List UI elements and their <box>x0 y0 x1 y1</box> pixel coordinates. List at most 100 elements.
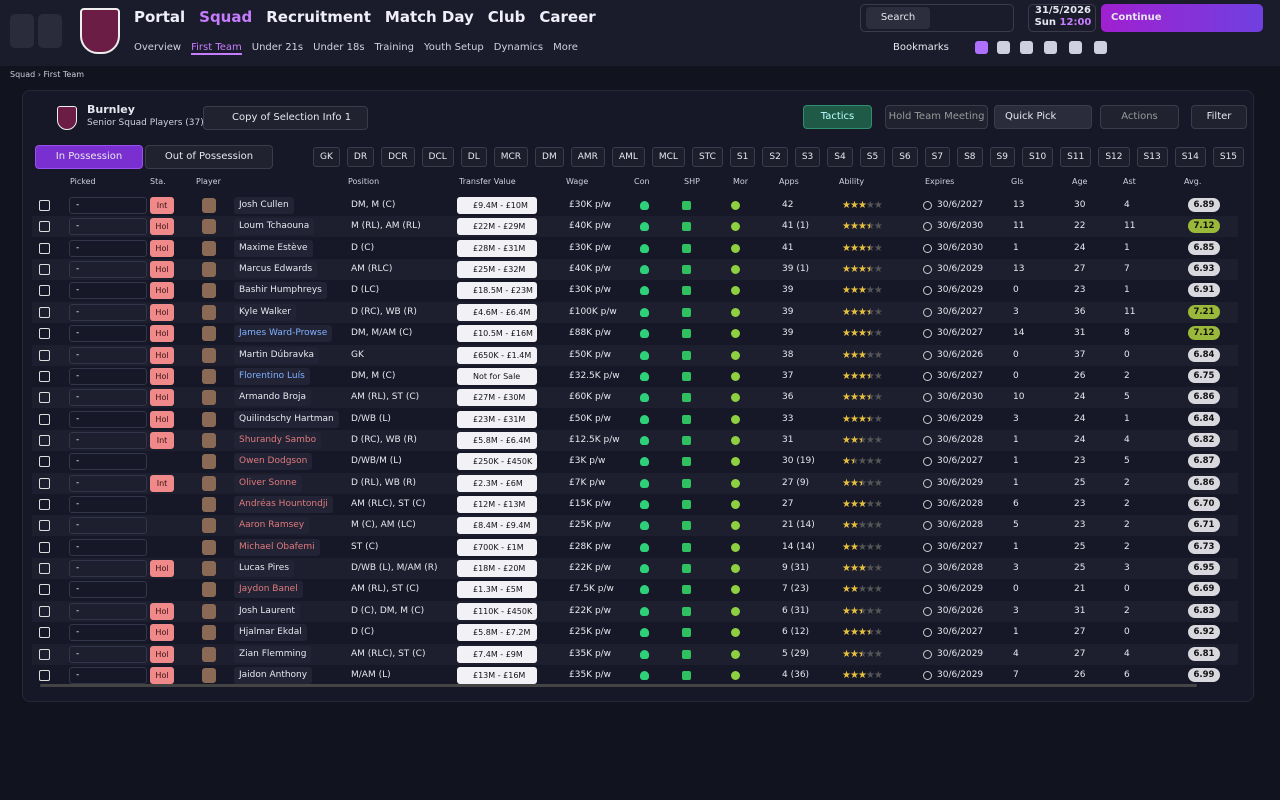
picked-select[interactable]: - <box>69 645 147 663</box>
player-name[interactable]: Michael Obafemi <box>234 538 320 556</box>
position-filter[interactable]: S10 <box>1022 147 1054 167</box>
icon[interactable] <box>975 41 988 54</box>
picked-select[interactable]: - <box>69 624 147 642</box>
player-row[interactable]: - Hol Hjalmar Ekdal D (C) £5.8M - £7.2M £25K … <box>32 622 1238 643</box>
column-header[interactable]: Age <box>1072 177 1088 186</box>
picked-select[interactable]: - <box>69 367 147 385</box>
sub-nav-item[interactable]: Overview <box>134 42 182 53</box>
view-select[interactable]: Copy of Selection Info 1 <box>203 106 368 130</box>
position-filter[interactable]: S14 <box>1174 147 1206 167</box>
checkbox[interactable] <box>39 605 50 617</box>
picked-select[interactable]: - <box>69 261 147 279</box>
forward-button[interactable] <box>38 14 62 48</box>
player-name[interactable]: Loum Tchaouna <box>234 218 315 236</box>
player-name[interactable]: Josh Cullen <box>234 197 294 214</box>
player-name[interactable]: Josh Laurent <box>234 602 300 620</box>
sub-nav-item[interactable]: Youth Setup <box>424 42 484 53</box>
picked-select[interactable]: - <box>69 517 147 535</box>
picked-select[interactable]: - <box>69 239 147 257</box>
picked-select[interactable]: - <box>69 496 147 514</box>
checkbox[interactable] <box>39 392 50 404</box>
picked-select[interactable]: - <box>69 581 147 599</box>
crumb[interactable]: Squad <box>10 70 36 79</box>
position-filter[interactable]: STC <box>691 147 723 167</box>
position-filter[interactable]: S4 <box>827 147 853 167</box>
column-header[interactable]: Expires <box>925 177 955 186</box>
nav-item[interactable]: Match Day <box>384 8 474 26</box>
position-filter[interactable]: S15 <box>1212 147 1245 167</box>
column-header[interactable]: Apps <box>779 177 799 186</box>
player-row[interactable]: - Hol Zian Flemming AM (RLC), ST (C) £7.4M -… <box>32 643 1238 665</box>
sub-nav-item[interactable]: More <box>553 42 578 53</box>
picked-select[interactable]: - <box>69 560 147 578</box>
position-filter[interactable]: S1 <box>729 147 756 167</box>
checkbox[interactable] <box>39 584 50 596</box>
player-name[interactable]: Kyle Walker <box>234 303 296 321</box>
player-row[interactable]: - Int Josh Cullen DM, M (C) £9.4M - £10M £30K… <box>32 195 1238 216</box>
column-header[interactable]: Con <box>634 177 650 186</box>
player-row[interactable]: - Hol Marcus Edwards AM (RLC) £25M - £32M £40… <box>32 259 1238 281</box>
checkbox[interactable] <box>39 434 50 446</box>
player-name[interactable]: Florentino Luís <box>234 367 310 385</box>
position-filter[interactable]: S13 <box>1136 147 1168 167</box>
nav-item[interactable]: Portal <box>134 8 186 26</box>
checkbox[interactable] <box>39 627 50 639</box>
position-filter[interactable]: S2 <box>762 147 788 167</box>
player-row[interactable]: - Andréas Hountondji AM (RLC), ST (C) £12M … <box>32 494 1238 515</box>
player-name[interactable]: Armando Broja <box>234 389 311 407</box>
position-filter[interactable]: S11 <box>1060 147 1092 167</box>
sub-nav-item[interactable]: Training <box>374 42 414 53</box>
checkbox[interactable] <box>39 349 50 361</box>
picked-select[interactable]: - <box>69 282 147 300</box>
column-header[interactable]: Picked <box>70 177 96 186</box>
player-name[interactable]: Zian Flemming <box>234 645 312 663</box>
checkbox[interactable] <box>39 242 50 254</box>
tab[interactable]: Out of Possession <box>145 145 273 169</box>
player-name[interactable]: Aaron Ramsey <box>234 517 310 535</box>
checkbox[interactable] <box>39 499 50 511</box>
picked-select[interactable]: - <box>69 431 147 449</box>
column-header[interactable]: Transfer Value <box>459 177 516 186</box>
column-header[interactable]: Position <box>348 177 380 186</box>
position-filter[interactable]: MCL <box>651 147 685 167</box>
nav-item[interactable]: Club <box>487 8 526 26</box>
player-name[interactable]: Andréas Hountondji <box>234 496 333 514</box>
picked-select[interactable]: - <box>69 389 147 407</box>
sub-nav-item[interactable]: Under 21s <box>251 42 304 53</box>
quick-pick-button[interactable]: Quick Pick <box>994 105 1092 129</box>
back-button[interactable] <box>10 14 34 48</box>
icon[interactable] <box>1069 41 1082 54</box>
position-filter[interactable]: S9 <box>989 147 1015 167</box>
player-name[interactable]: James Ward-Prowse <box>234 325 333 343</box>
player-row[interactable]: - Hol James Ward-Prowse DM, M/AM (C) £10.5M … <box>32 323 1238 344</box>
checkbox[interactable] <box>39 370 50 382</box>
picked-select[interactable]: - <box>69 474 147 492</box>
picked-select[interactable]: - <box>69 197 147 214</box>
player-row[interactable]: - Hol Quilindschy Hartman D/WB (L) £23M - £3… <box>32 409 1238 430</box>
player-name[interactable]: Hjalmar Ekdal <box>234 624 307 642</box>
checkbox[interactable] <box>39 456 50 468</box>
player-row[interactable]: - Michael Obafemi ST (C) £700K - £1M £28K p/… <box>32 537 1238 558</box>
picked-select[interactable]: - <box>69 218 147 236</box>
filter-button[interactable]: Filter <box>1191 105 1247 129</box>
checkbox[interactable] <box>39 520 50 532</box>
player-row[interactable]: - Hol Lucas Pires D/WB (L), M/AM (R) £18M - … <box>32 558 1238 580</box>
picked-select[interactable]: - <box>69 538 147 556</box>
player-row[interactable]: - Jaydon Banel AM (RL), ST (C) £1.3M - £5M £… <box>32 579 1238 600</box>
bookmarks-button[interactable]: Bookmarks <box>893 42 949 53</box>
scrollbar[interactable] <box>40 684 1197 687</box>
position-filter[interactable]: S3 <box>794 147 821 167</box>
continue-button[interactable]: Continue <box>1101 4 1263 32</box>
position-filter[interactable]: S12 <box>1098 147 1130 167</box>
position-filter[interactable]: AML <box>611 147 645 167</box>
player-row[interactable]: - Hol Loum Tchaouna M (RL), AM (RL) £22M - £… <box>32 216 1238 238</box>
player-name[interactable]: Marcus Edwards <box>234 261 318 279</box>
search-button[interactable]: Search <box>866 7 930 29</box>
team-meeting-button[interactable]: Hold Team Meeting <box>885 105 988 129</box>
position-filter[interactable]: DM <box>535 147 564 167</box>
player-row[interactable]: - Aaron Ramsey M (C), AM (LC) £8.4M - £9.4M… <box>32 515 1238 537</box>
sub-nav-item[interactable]: First Team <box>191 42 242 55</box>
nav-item[interactable]: Squad <box>199 8 253 26</box>
column-header[interactable]: Mor <box>733 177 749 186</box>
nav-item[interactable]: Career <box>539 8 596 26</box>
